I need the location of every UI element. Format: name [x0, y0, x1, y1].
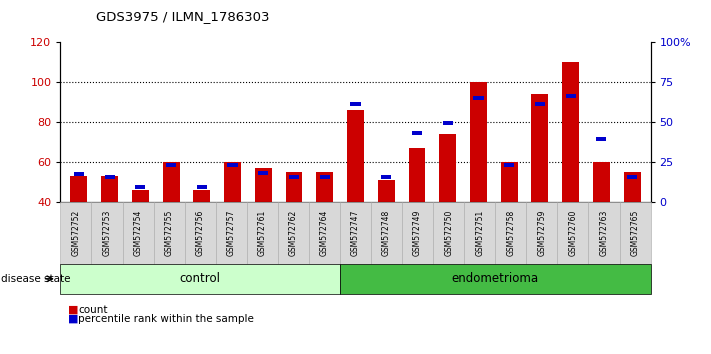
Text: GSM572752: GSM572752: [72, 210, 80, 256]
Text: GSM572753: GSM572753: [102, 210, 112, 256]
Bar: [197, 185, 207, 189]
Bar: [166, 163, 176, 167]
Bar: [351, 102, 360, 106]
Bar: [378, 180, 395, 202]
Text: GSM572765: GSM572765: [631, 210, 639, 256]
Bar: [193, 190, 210, 202]
Text: GSM572760: GSM572760: [568, 210, 577, 256]
Bar: [101, 176, 118, 202]
Bar: [286, 172, 302, 202]
Text: count: count: [78, 305, 107, 315]
Text: GSM572761: GSM572761: [258, 210, 267, 256]
Text: GDS3975 / ILMN_1786303: GDS3975 / ILMN_1786303: [96, 10, 269, 23]
Bar: [347, 110, 364, 202]
Text: GSM572749: GSM572749: [413, 210, 422, 256]
Bar: [597, 137, 606, 141]
Text: GSM572764: GSM572764: [320, 210, 329, 256]
Text: GSM572762: GSM572762: [289, 210, 298, 256]
Bar: [258, 171, 268, 175]
Bar: [316, 172, 333, 202]
Text: GSM572747: GSM572747: [351, 210, 360, 256]
Text: GSM572758: GSM572758: [506, 210, 515, 256]
Bar: [624, 172, 641, 202]
Bar: [255, 168, 272, 202]
Bar: [163, 162, 180, 202]
Bar: [565, 94, 576, 98]
Text: GSM572759: GSM572759: [538, 210, 546, 256]
Bar: [409, 148, 425, 202]
Text: disease state: disease state: [1, 274, 70, 284]
Bar: [562, 62, 579, 202]
Text: ■: ■: [68, 305, 78, 315]
Bar: [439, 134, 456, 202]
Bar: [627, 176, 637, 179]
Bar: [289, 176, 299, 179]
Bar: [132, 190, 149, 202]
Bar: [535, 102, 545, 106]
Text: GSM572754: GSM572754: [134, 210, 143, 256]
Text: percentile rank within the sample: percentile rank within the sample: [78, 314, 254, 324]
Bar: [74, 172, 84, 176]
Bar: [70, 176, 87, 202]
Text: endometrioma: endometrioma: [451, 272, 539, 285]
Bar: [470, 82, 487, 202]
Bar: [412, 131, 422, 135]
Text: GSM572757: GSM572757: [227, 210, 236, 256]
Bar: [224, 162, 241, 202]
Text: GSM572755: GSM572755: [165, 210, 173, 256]
Bar: [501, 162, 518, 202]
Text: GSM572748: GSM572748: [382, 210, 391, 256]
Text: GSM572751: GSM572751: [475, 210, 484, 256]
Bar: [593, 162, 610, 202]
Text: GSM572763: GSM572763: [599, 210, 609, 256]
Bar: [320, 176, 330, 179]
Text: GSM572756: GSM572756: [196, 210, 205, 256]
Text: GSM572750: GSM572750: [444, 210, 453, 256]
Bar: [135, 185, 146, 189]
Bar: [531, 94, 548, 202]
Text: ■: ■: [68, 314, 78, 324]
Bar: [443, 121, 453, 125]
Bar: [504, 163, 514, 167]
Text: control: control: [180, 272, 220, 285]
Bar: [381, 176, 391, 179]
Bar: [228, 163, 237, 167]
Bar: [474, 96, 483, 100]
Bar: [105, 176, 114, 179]
